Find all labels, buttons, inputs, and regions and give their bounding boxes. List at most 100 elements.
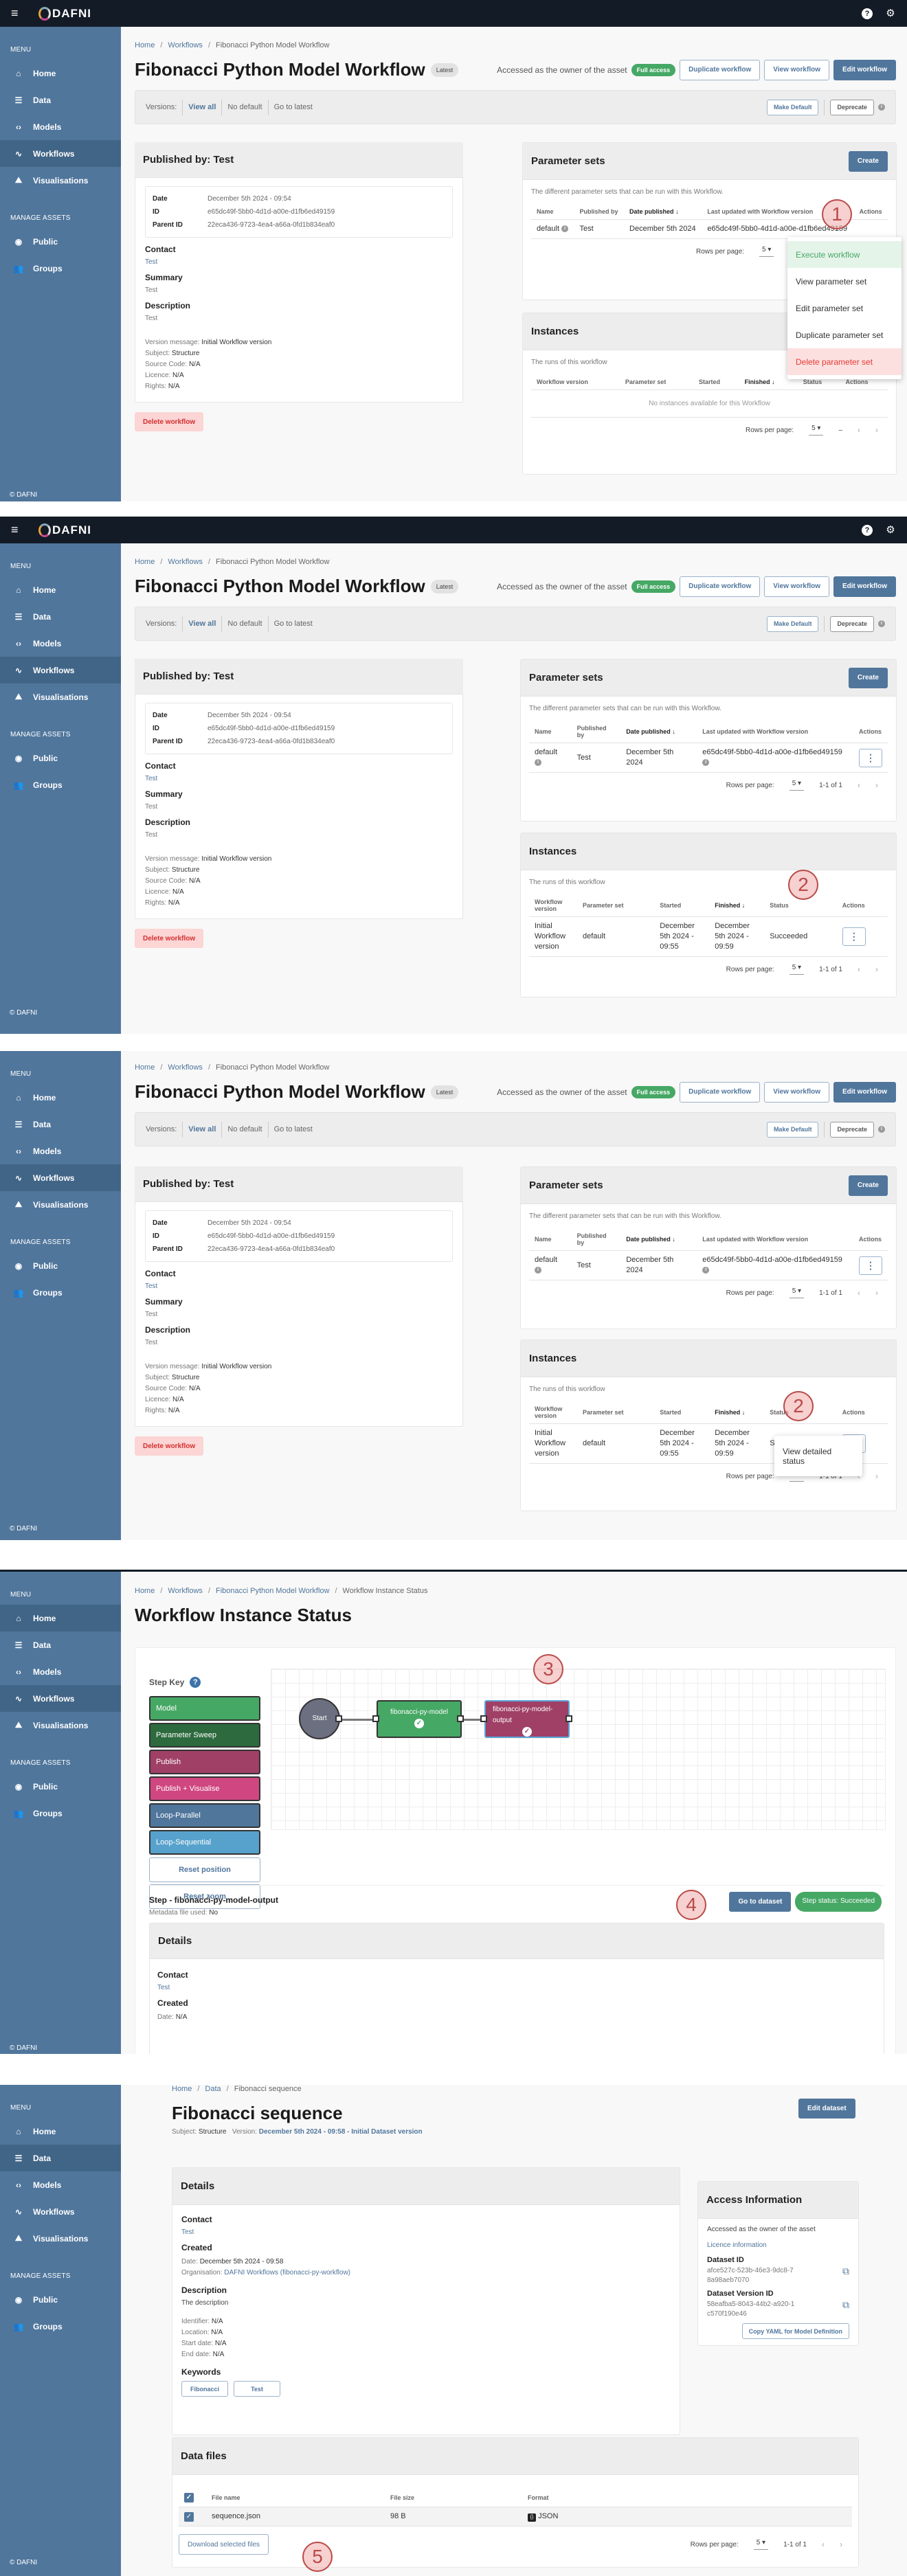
version-link[interactable]: December 5th 2024 - 09:58 - Initial Data… [258, 2128, 423, 2136]
view-workflow-button[interactable]: View workflow [764, 576, 829, 597]
model-node[interactable]: fibonacci-py-model ✓ [377, 1700, 462, 1738]
copy-icon[interactable]: ⧉ [842, 2299, 849, 2310]
prev-page-icon[interactable]: ‹ [858, 425, 860, 435]
breadcrumb-data[interactable]: Data [205, 2085, 221, 2093]
delete-parameter-set-menu-item[interactable]: Delete parameter set [787, 348, 902, 375]
sidebar-item-home[interactable]: ⌂ Home [0, 60, 121, 87]
duplicate-workflow-button[interactable]: Duplicate workflow [680, 576, 761, 597]
rows-per-page-select[interactable]: 5 ▾ [809, 425, 824, 436]
view-workflow-button[interactable]: View workflow [764, 1081, 829, 1103]
create-parameter-set-button[interactable]: Create [848, 150, 888, 172]
rows-per-page-select[interactable]: 5 ▾ [789, 964, 805, 975]
sidebar-item-groups[interactable]: 👥 Groups [0, 771, 121, 798]
edit-workflow-button[interactable]: Edit workflow [833, 59, 896, 80]
start-node[interactable]: Start [299, 1698, 340, 1739]
output-node[interactable]: fibonacci-py-model-output ✓ [484, 1700, 570, 1738]
info-icon[interactable]: i [561, 225, 569, 233]
next-page-icon[interactable]: › [875, 425, 878, 435]
sidebar-item-visualisations[interactable]: ⛰ Visualisations [0, 1191, 121, 1218]
next-page-icon[interactable]: › [875, 1288, 878, 1298]
sidebar-item-public[interactable]: ◉ Public [0, 745, 121, 771]
sidebar-item-public[interactable]: ◉ Public [0, 1773, 121, 1800]
sidebar-item-models[interactable]: ‹› Models [0, 113, 121, 140]
make-default-button[interactable]: Make Default [766, 1121, 819, 1138]
go-to-dataset-button[interactable]: Go to dataset [729, 1892, 792, 1912]
execute-workflow-menu-item[interactable]: Execute workflow [787, 241, 902, 268]
help-icon[interactable]: ? [862, 8, 873, 19]
sidebar-item-public[interactable]: ◉ Public [0, 228, 121, 255]
sidebar-item-workflows[interactable]: ∿ Workflows [0, 2198, 121, 2225]
prev-page-icon[interactable]: ‹ [858, 1288, 860, 1298]
contact-link[interactable]: Test [145, 775, 158, 782]
deprecate-button[interactable]: Deprecate [830, 615, 874, 632]
go-to-latest-link[interactable]: Go to latest [273, 1125, 313, 1133]
sidebar-item-workflows[interactable]: ∿ Workflows [0, 1685, 121, 1712]
sidebar-item-groups[interactable]: 👥 Groups [0, 1279, 121, 1306]
sidebar-item-visualisations[interactable]: ⛰ Visualisations [0, 683, 121, 710]
edit-dataset-button[interactable]: Edit dataset [798, 2099, 855, 2119]
breadcrumb-home[interactable]: Home [172, 2085, 192, 2093]
sidebar-item-data[interactable]: ☰ Data [0, 1111, 121, 1138]
sidebar-item-data[interactable]: ☰ Data [0, 1631, 121, 1658]
create-parameter-set-button[interactable]: Create [848, 1175, 888, 1196]
reset-zoom-button[interactable]: Reset zoom [149, 1884, 260, 1909]
breadcrumb-home[interactable]: Home [135, 558, 155, 566]
go-to-latest-link[interactable]: Go to latest [273, 103, 313, 111]
gear-icon[interactable]: ⚙ [886, 523, 895, 536]
organisation-link[interactable]: DAFNI Workflows (fibonacci-py-workflow) [224, 2269, 351, 2276]
file-checkbox[interactable]: ✓ [184, 2512, 194, 2522]
breadcrumb-workflows[interactable]: Workflows [168, 41, 203, 49]
sidebar-item-data[interactable]: ☰ Data [0, 2145, 121, 2171]
view-workflow-button[interactable]: View workflow [764, 59, 829, 80]
parameter-set-actions-button[interactable]: ⋮ [858, 1256, 882, 1275]
breadcrumb-home[interactable]: Home [135, 41, 155, 49]
info-icon[interactable]: i [535, 1267, 541, 1274]
copy-icon[interactable]: ⧉ [842, 2266, 849, 2276]
help-icon[interactable]: ? [862, 524, 873, 536]
sidebar-item-public[interactable]: ◉ Public [0, 2286, 121, 2313]
sidebar-item-data[interactable]: ☰ Data [0, 603, 121, 630]
sidebar-item-visualisations[interactable]: ⛰ Visualisations [0, 2225, 121, 2252]
hamburger-icon[interactable]: ≡ [11, 523, 19, 536]
contact-link[interactable]: Test [145, 1283, 158, 1290]
view-parameter-set-menu-item[interactable]: View parameter set [796, 276, 867, 286]
next-page-icon[interactable]: › [875, 1471, 878, 1481]
rows-per-page-select[interactable]: 5 ▾ [789, 1287, 805, 1298]
help-icon[interactable]: ? [190, 1677, 201, 1688]
create-parameter-set-button[interactable]: Create [848, 667, 888, 688]
breadcrumb-workflows[interactable]: Workflows [168, 1587, 203, 1595]
delete-workflow-button[interactable]: Delete workflow [135, 412, 204, 431]
parameter-set-actions-button[interactable]: ⋮ [858, 748, 882, 767]
select-all-checkbox[interactable]: ✓ [184, 2493, 194, 2502]
sidebar-item-models[interactable]: ‹› Models [0, 630, 121, 657]
info-icon[interactable]: i [878, 104, 885, 111]
download-selected-files-button[interactable]: Download selected files [179, 2534, 269, 2555]
delete-workflow-button[interactable]: Delete workflow [135, 929, 204, 948]
gear-icon[interactable]: ⚙ [886, 7, 895, 19]
delete-workflow-button[interactable]: Delete workflow [135, 1436, 204, 1456]
sidebar-item-visualisations[interactable]: ⛰ Visualisations [0, 1712, 121, 1739]
rows-per-page-select[interactable]: 5 ▾ [789, 780, 805, 791]
info-icon[interactable]: i [702, 1267, 710, 1274]
breadcrumb-home[interactable]: Home [135, 1063, 155, 1072]
rows-per-page-select[interactable]: 5 ▾ [753, 2539, 769, 2550]
info-icon[interactable]: i [702, 759, 710, 767]
sidebar-item-models[interactable]: ‹› Models [0, 1658, 121, 1685]
prev-page-icon[interactable]: ‹ [858, 780, 860, 790]
dafni-logo[interactable]: DAFNI [38, 523, 91, 537]
view-all-versions-link[interactable]: View all [188, 103, 216, 111]
duplicate-parameter-set-menu-item[interactable]: Duplicate parameter set [796, 330, 884, 340]
breadcrumb-workflow[interactable]: Fibonacci Python Model Workflow [216, 1587, 330, 1595]
contact-link[interactable]: Test [145, 258, 158, 266]
copy-yaml-button[interactable]: Copy YAML for Model Definition [741, 2323, 849, 2339]
licence-information-link[interactable]: Licence information [707, 2241, 767, 2249]
reset-position-button[interactable]: Reset position [149, 1857, 260, 1882]
sidebar-item-home[interactable]: ⌂ Home [0, 1084, 121, 1111]
sort-date-published[interactable]: Date published ↓ [624, 204, 702, 220]
next-page-icon[interactable]: › [875, 780, 878, 790]
sidebar-item-groups[interactable]: 👥 Groups [0, 255, 121, 282]
sidebar-item-workflows[interactable]: ∿ Workflows [0, 1164, 121, 1191]
sidebar-item-workflows[interactable]: ∿ Workflows [0, 657, 121, 683]
sidebar-item-models[interactable]: ‹› Models [0, 1138, 121, 1164]
sidebar-item-models[interactable]: ‹› Models [0, 2171, 121, 2198]
